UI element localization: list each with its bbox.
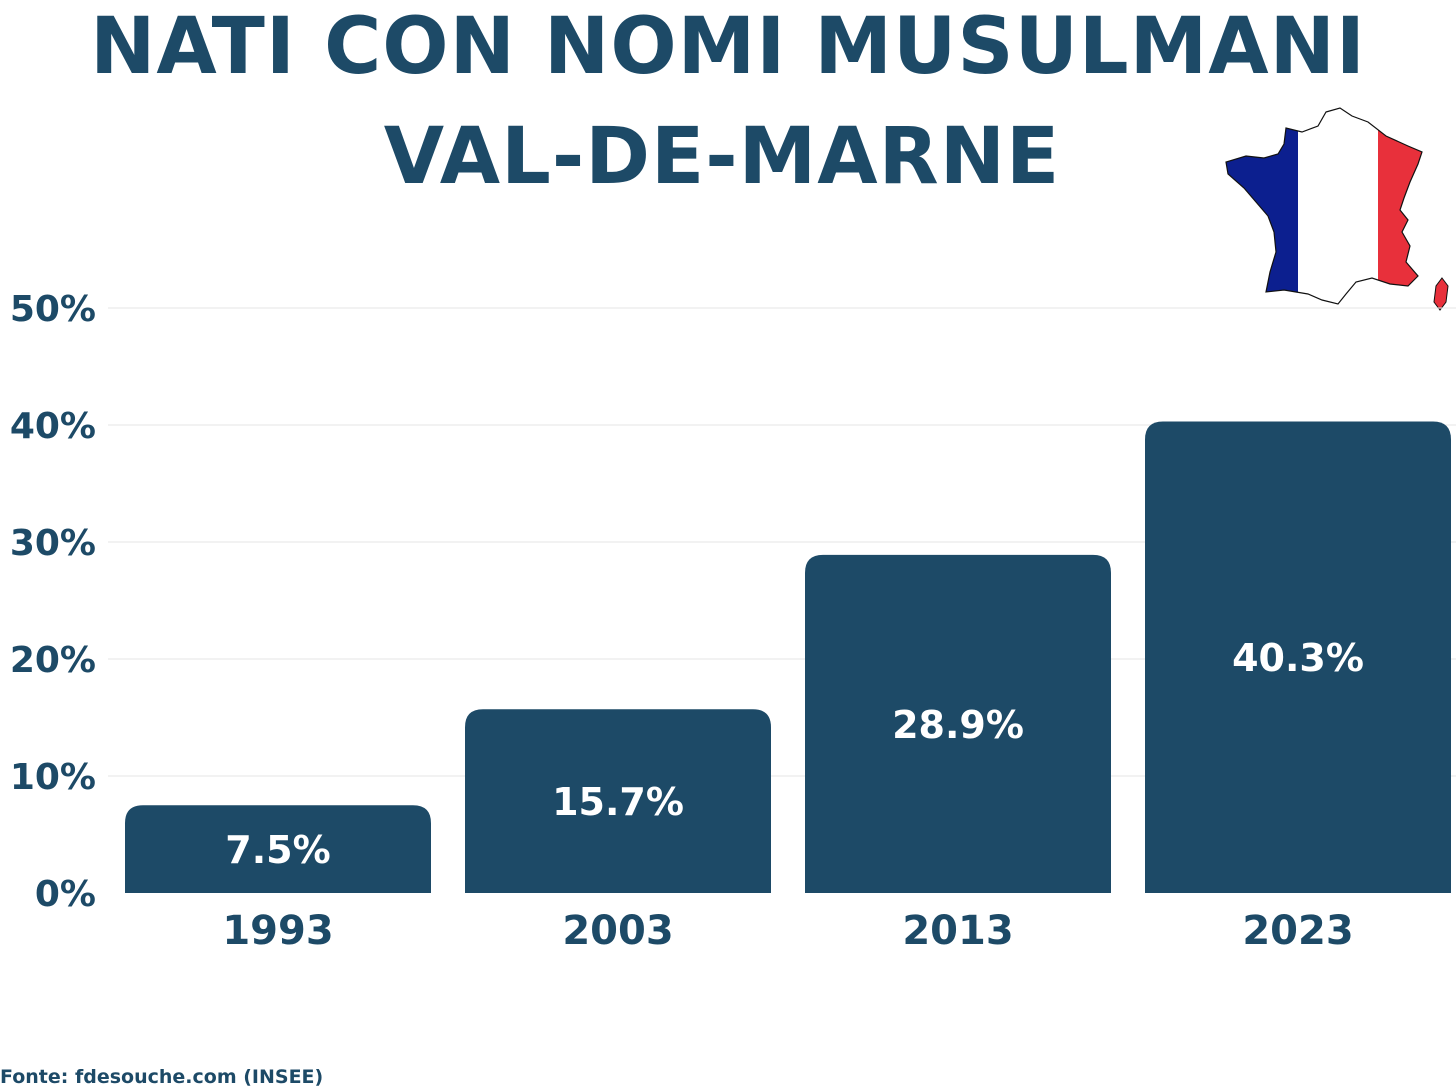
bar-2023 — [1145, 421, 1451, 893]
y-tick-label: 20% — [10, 640, 96, 681]
y-tick-label: 40% — [10, 406, 96, 447]
data-label-2023: 40.3% — [1232, 636, 1364, 680]
y-tick-label: 30% — [10, 523, 96, 564]
x-category-label: 2003 — [562, 908, 673, 954]
y-axis-ticks: 0% 10% 20% 30% 40% 50% — [10, 289, 96, 915]
y-tick-label: 0% — [35, 874, 96, 915]
france-flag-map-icon — [1225, 107, 1449, 311]
bars — [125, 421, 1451, 893]
data-labels: 7.5% 15.7% 28.9% 40.3% — [225, 636, 1364, 872]
bar-2013 — [805, 554, 1111, 893]
x-category-label: 2013 — [902, 908, 1013, 954]
y-tick-label: 50% — [10, 289, 96, 330]
x-category-label: 2023 — [1242, 908, 1353, 954]
bar-1993 — [125, 805, 431, 893]
data-label-2003: 15.7% — [552, 780, 684, 824]
y-tick-label: 10% — [10, 757, 96, 798]
source-note: Fonte: fdesouche.com (INSEE) — [0, 1066, 324, 1088]
data-label-1993: 7.5% — [225, 828, 330, 872]
data-label-2013: 28.9% — [892, 703, 1024, 747]
x-axis-categories: 1993 2003 2013 2023 — [222, 908, 1353, 954]
x-category-label: 1993 — [222, 908, 333, 954]
chart-title-line1: NATI CON NOMI MUSULMANI — [90, 2, 1366, 92]
bar-2003 — [465, 709, 771, 893]
chart-title-line2: VAL-DE-MARNE — [383, 112, 1061, 202]
